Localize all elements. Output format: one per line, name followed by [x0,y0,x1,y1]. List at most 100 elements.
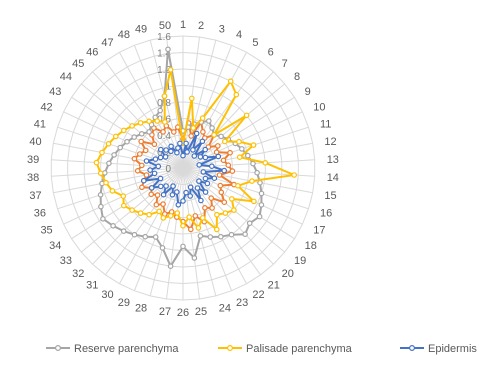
data-point [183,140,189,147]
data-point [218,189,225,196]
data-point [137,120,144,126]
data-point [162,154,169,160]
data-point [161,93,168,99]
category-label: 46 [86,47,98,59]
category-label: 48 [118,29,130,41]
data-point [138,138,145,145]
category-label: 1 [180,19,186,31]
data-point [157,175,164,182]
data-point [200,129,206,135]
data-point [189,95,195,102]
data-point [169,192,176,198]
data-point [129,123,135,129]
data-point [153,201,160,208]
data-point [143,158,150,164]
data-point [148,191,155,198]
data-point [195,225,202,231]
radial-tick-label: 1 [165,82,171,93]
category-label: 37 [29,190,41,202]
data-point [291,172,298,178]
data-point [142,147,149,154]
category-label: 28 [135,303,147,315]
grid-spoke [182,126,309,169]
data-point [160,201,166,207]
data-point [146,211,152,218]
data-point [194,185,201,191]
data-point [254,169,260,176]
data-point [197,154,204,160]
data-point [139,162,145,169]
grid-spoke [182,45,233,169]
data-point [174,189,180,195]
radial-tick-label: 0.2 [157,148,171,159]
data-point [180,223,186,229]
data-point [218,233,224,240]
data-point [105,141,112,147]
data-point [167,213,174,219]
data-point [214,226,220,233]
category-label: 11 [320,119,331,131]
data-point [124,138,130,145]
grid-spoke [51,167,184,177]
grid-spoke [71,167,184,240]
data-point [202,189,209,195]
category-label: 14 [327,172,339,184]
data-point [137,210,144,216]
data-point [215,153,222,160]
data-point [183,189,189,196]
category-label: 30 [101,289,113,301]
category-label: 25 [195,306,207,318]
legend-item: Epidermis [400,343,477,355]
legend-label: Palisade parenchyma [246,343,353,355]
data-point [98,203,104,210]
grid-spoke [182,83,286,169]
data-point [236,138,242,145]
data-point [154,192,161,198]
data-point [186,214,193,220]
category-label: 18 [305,240,317,252]
legend-label: Reserve parenchyma [74,343,179,355]
data-point [175,145,181,151]
radar-grid [50,35,316,301]
category-label: 41 [34,119,46,131]
grid-spoke [133,167,184,291]
data-point [211,132,217,138]
category-label: 3 [219,24,225,36]
data-point [218,133,224,140]
grid-spoke [166,167,184,300]
data-point [214,211,220,218]
data-point [250,160,256,167]
category-label: 2 [198,20,204,32]
data-point [170,183,176,189]
data-point [168,143,174,150]
data-point [216,172,223,178]
data-point [151,170,158,177]
category-label: 16 [320,208,332,220]
data-point [227,78,234,85]
data-point [120,193,127,199]
data-point [209,125,215,131]
data-point [175,202,182,208]
data-point [156,208,163,215]
data-point [137,151,143,157]
data-point [97,170,104,177]
data-point [180,243,186,250]
data-point [131,155,138,162]
data-point [190,147,196,153]
data-point [110,223,116,229]
data-point [117,144,124,151]
data-point [188,133,195,139]
category-label: 36 [34,208,46,220]
data-point [163,183,169,189]
category-label: 24 [219,303,231,315]
category-label: 45 [72,58,84,70]
category-label: 26 [177,307,189,319]
data-point [222,138,228,145]
series-group [93,46,298,270]
data-point [200,169,207,175]
data-point [199,115,206,121]
data-point [180,152,186,159]
data-point [162,119,168,125]
category-label: 4 [236,29,242,41]
radial-tick-label: 1.6 [157,32,171,43]
